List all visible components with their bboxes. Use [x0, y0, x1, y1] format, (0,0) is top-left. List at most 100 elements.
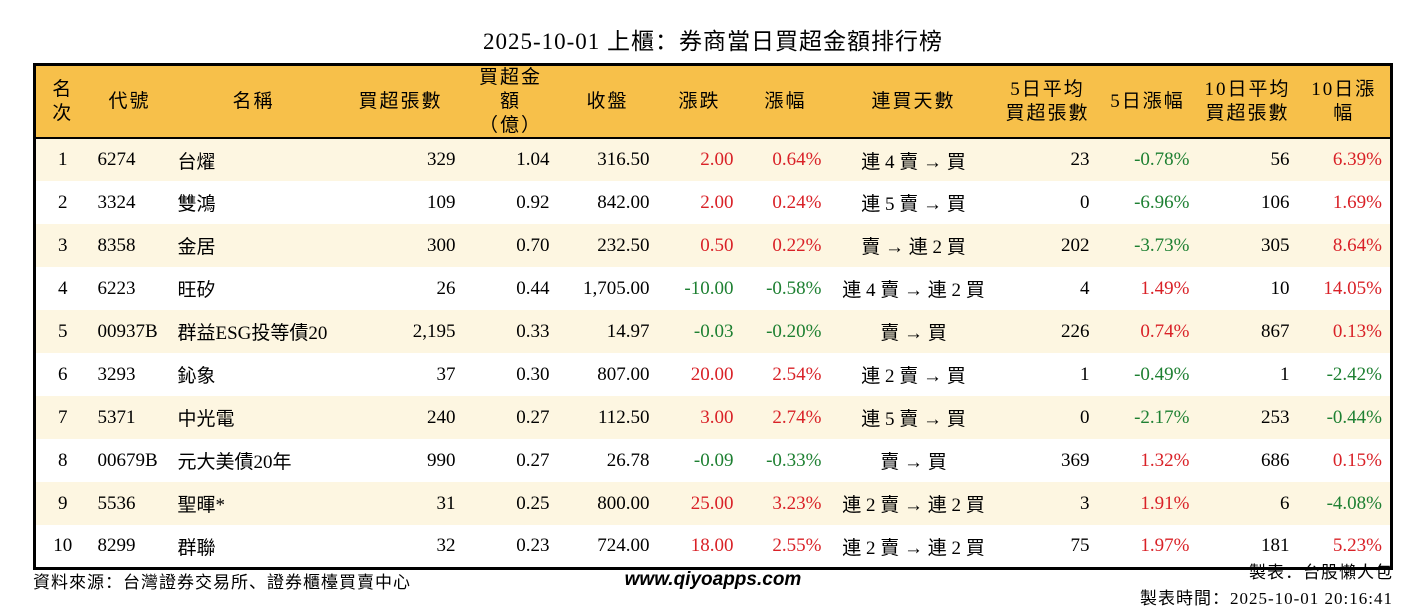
code-cell: 00679B	[97, 449, 158, 471]
pct5-cell: -0.49%	[1134, 363, 1190, 385]
rank-cell: 8	[58, 449, 68, 471]
col-header-buy-amount: 買超金額 （億）	[463, 64, 558, 140]
change-pct-cell: 0.24%	[772, 191, 822, 213]
streak-cell: 連 2 賣 → 連 2 買	[842, 495, 985, 517]
pct10-cell: -0.44%	[1326, 406, 1382, 428]
close-cell: 14.97	[606, 320, 650, 342]
buy-volume-cell: 109	[427, 191, 456, 213]
pct10-cell: 0.13%	[1332, 320, 1382, 342]
change-pct-cell: -0.33%	[766, 449, 822, 471]
code-cell: 00937B	[97, 320, 158, 342]
buy-amount-cell: 0.92	[516, 191, 550, 213]
change-cell: 3.00	[700, 406, 734, 428]
avg10-cell: 1	[1280, 363, 1290, 385]
col-header-avg10: 10日平均 買超張數	[1197, 64, 1298, 140]
avg10-cell: 686	[1261, 449, 1290, 471]
close-cell: 316.50	[597, 149, 650, 171]
close-cell: 724.00	[597, 535, 650, 556]
close-cell: 1,705.00	[583, 277, 650, 299]
change-pct-cell: 2.54%	[772, 363, 822, 385]
buy-amount-cell: 0.27	[516, 449, 550, 471]
buy-amount-cell: 0.23	[516, 535, 550, 556]
pct5-cell: 1.91%	[1140, 492, 1190, 514]
buy-amount-cell: 0.33	[516, 320, 550, 342]
change-cell: -0.09	[693, 449, 734, 471]
avg10-cell: 106	[1261, 191, 1290, 213]
change-pct-cell: -0.20%	[766, 320, 822, 342]
streak-cell: 賣 → 買	[880, 323, 947, 345]
col-header-rank: 名次	[34, 64, 90, 140]
change-cell: 18.00	[690, 535, 734, 556]
change-pct-cell: 0.22%	[772, 234, 822, 256]
close-cell: 232.50	[597, 234, 650, 256]
pct10-cell: 1.69%	[1332, 191, 1382, 213]
pct5-cell: 1.49%	[1140, 277, 1190, 299]
change-pct-cell: -0.58%	[766, 277, 822, 299]
buy-volume-cell: 32	[436, 535, 456, 556]
avg5-cell: 3	[1080, 492, 1090, 514]
avg5-cell: 1	[1080, 363, 1090, 385]
name-cell: 群益ESG投等債20	[177, 323, 328, 345]
name-cell: 元大美債20年	[177, 452, 292, 474]
data-source-note: 資料來源：台灣證券交易所、證券櫃檯買賣中心	[33, 573, 411, 592]
page-title: 2025-10-01 上櫃：券商當日買超金額排行榜	[482, 29, 944, 54]
col-header-pct5: 5日漲幅	[1097, 64, 1198, 140]
change-cell: -10.00	[684, 277, 734, 299]
buy-volume-cell: 990	[427, 449, 456, 471]
table-row: 7 5371 中光電 240 0.27 112.50 3.00 2.74% 連 …	[34, 396, 1392, 440]
buy-volume-cell: 26	[436, 277, 456, 299]
avg5-cell: 369	[1061, 449, 1090, 471]
buy-amount-cell: 0.44	[516, 277, 550, 299]
avg10-cell: 10	[1270, 277, 1290, 299]
avg10-cell: 867	[1261, 320, 1290, 342]
col-header-code: 代號	[89, 64, 170, 140]
table-body: 1 6274 台燿 329 1.04 316.50 2.00 0.64% 連 4…	[34, 138, 1392, 569]
rank-cell: 6	[58, 363, 68, 385]
avg5-cell: 0	[1080, 191, 1090, 213]
name-cell: 群聯	[177, 537, 216, 559]
col-header-pct10: 10日漲幅	[1297, 64, 1392, 140]
close-cell: 26.78	[606, 449, 650, 471]
table-made-time: 製表時間：2025-10-01 20:16:41	[1139, 588, 1393, 608]
table-maker: 製表：台股懶人包	[1249, 563, 1393, 582]
buy-volume-cell: 300	[427, 234, 456, 256]
pct5-cell: -2.17%	[1134, 406, 1190, 428]
rank-cell: 9	[58, 492, 68, 514]
streak-cell: 連 2 賣 → 買	[861, 366, 966, 388]
streak-cell: 賣 → 買	[880, 452, 947, 474]
avg5-cell: 202	[1061, 234, 1090, 256]
table-row: 9 5536 聖暉* 31 0.25 800.00 25.00 3.23% 連 …	[34, 482, 1392, 526]
pct5-cell: 1.32%	[1140, 449, 1190, 471]
pct10-cell: -4.08%	[1326, 492, 1382, 514]
streak-cell: 連 2 賣 → 連 2 買	[842, 537, 985, 559]
col-header-streak: 連買天數	[829, 64, 998, 140]
change-pct-cell: 0.64%	[772, 149, 822, 171]
table-row: 10 8299 群聯 32 0.23 724.00 18.00 2.55% 連 …	[34, 525, 1392, 569]
table-row: 6 3293 鈊象 37 0.30 807.00 20.00 2.54% 連 2…	[34, 353, 1392, 397]
pct10-cell: 6.39%	[1332, 149, 1382, 171]
buy-amount-cell: 1.04	[516, 149, 550, 171]
name-cell: 旺矽	[177, 280, 216, 302]
buy-amount-cell: 0.70	[516, 234, 550, 256]
avg10-cell: 6	[1280, 492, 1290, 514]
code-cell: 6223	[97, 277, 136, 299]
code-cell: 8299	[97, 535, 136, 556]
pct10-cell: -2.42%	[1326, 363, 1382, 385]
change-cell: -0.03	[693, 320, 734, 342]
col-header-avg5: 5日平均 買超張數	[997, 64, 1098, 140]
pct10-cell: 14.05%	[1323, 277, 1382, 299]
col-header-name: 名稱	[169, 64, 338, 140]
avg5-cell: 0	[1080, 406, 1090, 428]
pct10-cell: 5.23%	[1332, 535, 1382, 556]
change-cell: 25.00	[690, 492, 734, 514]
credit-block: 製表：台股懶人包 製表時間：2025-10-01 20:16:41	[1140, 560, 1393, 611]
table-header: 名次 代號 名稱 買超張數 買超金額 （億） 收盤 漲跌 漲幅 連買天數 5日平…	[34, 64, 1392, 140]
streak-cell: 連 5 賣 → 買	[861, 194, 966, 216]
rank-cell: 7	[58, 406, 68, 428]
table-row: 8 00679B 元大美債20年 990 0.27 26.78 -0.09 -0…	[34, 439, 1392, 483]
buy-volume-cell: 240	[427, 406, 456, 428]
avg10-cell: 305	[1261, 234, 1290, 256]
name-cell: 金居	[177, 237, 216, 259]
pct5-cell: -6.96%	[1134, 191, 1190, 213]
avg5-cell: 75	[1070, 535, 1090, 556]
